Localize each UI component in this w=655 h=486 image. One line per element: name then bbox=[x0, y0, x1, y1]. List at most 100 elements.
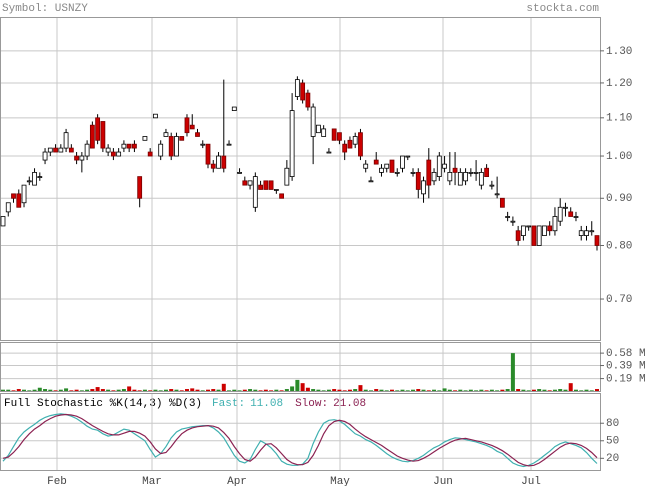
volume-bar bbox=[426, 390, 431, 391]
volume-bar bbox=[332, 389, 337, 391]
candle-body bbox=[563, 206, 568, 209]
volume-bar bbox=[379, 389, 384, 391]
volume-bar bbox=[27, 390, 32, 391]
volume-bar bbox=[174, 389, 179, 391]
y-tick-label: 80 bbox=[606, 418, 619, 430]
y-tick-label: 20 bbox=[606, 453, 619, 465]
volume-bar bbox=[227, 390, 232, 391]
candle-body bbox=[447, 172, 453, 182]
candle-body bbox=[410, 172, 416, 174]
candle-body bbox=[452, 167, 458, 173]
volume-bar bbox=[1, 389, 5, 391]
volume-bar bbox=[363, 389, 368, 391]
candle-body bbox=[436, 155, 442, 177]
candle-body bbox=[431, 172, 437, 182]
volume-bar bbox=[263, 389, 268, 391]
candle-body bbox=[268, 180, 274, 190]
volume-bar bbox=[43, 389, 48, 391]
candle-body bbox=[368, 180, 374, 183]
candle-body bbox=[426, 159, 432, 186]
candle-body bbox=[163, 132, 169, 137]
volume-bar bbox=[11, 390, 16, 391]
candle-body bbox=[400, 155, 405, 169]
volume-bar bbox=[132, 389, 137, 391]
candle-body bbox=[584, 230, 589, 236]
volume-bar bbox=[568, 383, 573, 391]
y-tick-label: 0.90 bbox=[606, 193, 632, 205]
fast-label: Fast: bbox=[212, 398, 245, 410]
volume-bar bbox=[190, 388, 195, 391]
volume-bar bbox=[432, 389, 437, 391]
volume-bar bbox=[416, 389, 421, 391]
candle-body bbox=[116, 151, 122, 157]
candle-body bbox=[89, 124, 95, 149]
volume-bar bbox=[111, 390, 116, 391]
volume-bar bbox=[64, 388, 69, 391]
volume-bar bbox=[305, 387, 310, 391]
candle-body bbox=[132, 143, 137, 149]
stochastic-panel bbox=[0, 393, 601, 471]
volume-bar bbox=[321, 390, 326, 391]
volume-bar bbox=[253, 389, 258, 391]
candle-body bbox=[16, 193, 22, 208]
volume-bar bbox=[400, 389, 405, 391]
candle-body bbox=[358, 132, 363, 157]
slow-label: Slow: bbox=[295, 398, 328, 410]
stochastic-legend: Full Stochastic %K(14,3) %D(3) Fast: 11.… bbox=[4, 398, 366, 410]
volume-bar bbox=[316, 389, 321, 391]
volume-bar bbox=[447, 389, 452, 391]
volume-bar bbox=[395, 390, 400, 391]
candle-body bbox=[279, 193, 285, 199]
volume-bar bbox=[500, 389, 505, 391]
candle-body bbox=[263, 180, 269, 190]
volume-bar bbox=[232, 389, 237, 391]
volume-bar bbox=[421, 389, 426, 391]
fast-value: 11.08 bbox=[250, 398, 283, 410]
volume-bar bbox=[589, 390, 594, 391]
candle-body bbox=[294, 79, 300, 97]
volume-bar bbox=[179, 390, 184, 391]
candle-body bbox=[421, 180, 426, 195]
volume-bar bbox=[342, 390, 347, 391]
candle-body bbox=[463, 172, 468, 182]
candle-body bbox=[0, 216, 6, 227]
candle-body bbox=[242, 180, 248, 186]
volume-bar bbox=[158, 390, 163, 391]
volume-bar bbox=[85, 389, 90, 391]
candle-body bbox=[153, 113, 158, 119]
candle-body bbox=[284, 167, 290, 186]
volume-bar bbox=[100, 389, 105, 391]
volume-bar bbox=[495, 390, 500, 391]
volume-bar bbox=[526, 390, 531, 391]
candle-body bbox=[26, 180, 32, 183]
candle-body bbox=[347, 139, 353, 149]
volume-bar bbox=[153, 389, 158, 391]
candle-body bbox=[478, 172, 484, 186]
volume-bar bbox=[69, 390, 74, 391]
candle-body bbox=[568, 211, 574, 217]
stochastic-title: Full Stochastic %K(14,3) %D(3) bbox=[4, 398, 202, 410]
volume-bar bbox=[573, 389, 578, 391]
volume-bar bbox=[505, 389, 510, 391]
volume-bar bbox=[579, 390, 584, 391]
candle-body bbox=[547, 225, 553, 232]
volume-bar bbox=[148, 390, 153, 391]
volume-bar bbox=[248, 389, 253, 391]
volume-bar bbox=[510, 353, 515, 391]
candle-body bbox=[573, 216, 579, 218]
volume-bar bbox=[358, 385, 363, 391]
volume-bar bbox=[537, 389, 542, 391]
volume-bar bbox=[458, 389, 463, 391]
candle-body bbox=[5, 202, 11, 213]
volume-bar bbox=[195, 389, 200, 391]
candle-body bbox=[42, 151, 48, 161]
candle-body bbox=[542, 225, 547, 236]
candle-body bbox=[526, 225, 532, 228]
candle-body bbox=[147, 151, 153, 157]
volume-bar bbox=[163, 389, 168, 391]
volume-bar bbox=[368, 390, 373, 391]
volume-bar bbox=[389, 389, 394, 391]
candle-body bbox=[315, 124, 321, 134]
candle-body bbox=[415, 172, 421, 190]
candle-body bbox=[158, 143, 164, 157]
